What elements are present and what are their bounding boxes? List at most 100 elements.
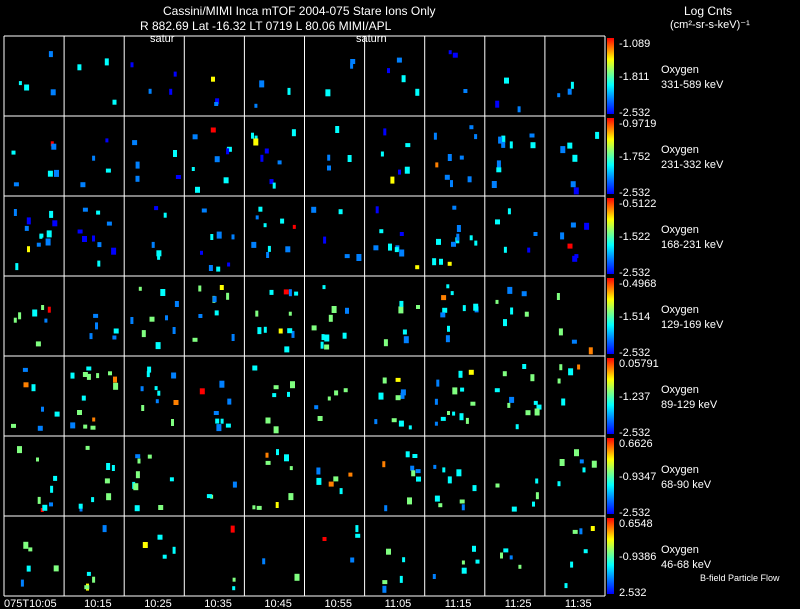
count-pixel (35, 341, 41, 347)
count-pixel (444, 174, 450, 180)
count-pixel (267, 245, 271, 252)
count-pixel (130, 317, 134, 324)
count-pixel (13, 182, 19, 187)
colorbar (607, 518, 614, 594)
count-pixel (20, 579, 24, 587)
count-pixel (511, 506, 517, 512)
count-pixel (387, 68, 390, 74)
count-pixel (510, 307, 514, 315)
count-pixel (130, 62, 134, 68)
count-pixel (446, 284, 450, 289)
count-pixel (91, 497, 95, 503)
count-pixel (95, 322, 98, 330)
count-pixel (451, 241, 456, 247)
count-pixel (47, 306, 51, 313)
count-pixel (374, 419, 378, 425)
count-pixel (276, 449, 279, 456)
count-pixel (288, 311, 292, 316)
count-pixel (517, 106, 521, 113)
count-pixel (433, 132, 437, 140)
count-pixel (171, 372, 177, 379)
count-pixel (291, 129, 296, 137)
count-pixel (173, 400, 179, 405)
count-pixel (582, 467, 586, 473)
count-pixel (557, 378, 561, 384)
count-pixel (137, 458, 141, 464)
count-pixel (273, 385, 279, 390)
count-pixel (52, 220, 58, 227)
count-pixel (416, 305, 420, 309)
count-pixel (469, 125, 474, 130)
count-pixel (447, 261, 452, 266)
count-pixel (402, 557, 406, 563)
count-pixel (105, 168, 111, 173)
count-pixel (399, 249, 405, 257)
count-pixel (162, 554, 167, 559)
count-pixel (106, 463, 111, 470)
colorbar-mid-label: -1.752 (619, 151, 650, 163)
count-pixel (398, 169, 401, 175)
count-pixel (265, 417, 271, 424)
count-pixel (11, 150, 16, 155)
count-pixel (263, 326, 267, 333)
count-pixel (294, 291, 299, 296)
count-pixel (415, 265, 420, 270)
colorbar-max-label: -0.9719 (619, 118, 656, 130)
colorbar-max-label: 0.6626 (619, 438, 653, 450)
count-pixel (11, 423, 16, 428)
count-pixel (388, 243, 392, 251)
count-pixel (399, 232, 404, 236)
energy-range-label: 68-90 keV (661, 479, 712, 491)
count-pixel (321, 334, 325, 341)
count-pixel (97, 260, 101, 267)
saturn-label-1: satur (150, 33, 175, 45)
count-pixel (384, 505, 388, 512)
count-pixel (529, 133, 535, 138)
count-pixel (570, 561, 574, 568)
count-pixel (165, 315, 168, 321)
species-label: Oxygen (661, 464, 699, 476)
count-pixel (169, 477, 174, 482)
count-pixel (82, 372, 88, 377)
count-pixel (438, 503, 443, 508)
count-pixel (571, 339, 577, 344)
count-pixel (147, 366, 152, 373)
count-pixel (383, 339, 388, 347)
count-pixel (442, 467, 446, 473)
count-pixel (325, 89, 331, 97)
count-pixel (459, 155, 464, 160)
count-pixel (77, 64, 82, 71)
count-pixel (158, 505, 164, 510)
colorbar-min-label: -2.532 (619, 107, 650, 119)
count-pixel (498, 136, 503, 144)
count-pixel (54, 169, 59, 177)
count-pixel (524, 311, 529, 317)
count-pixel (314, 405, 319, 410)
count-pixel (560, 146, 566, 154)
count-pixel (288, 289, 292, 297)
count-pixel (24, 84, 30, 91)
count-pixel (262, 558, 266, 565)
count-pixel (141, 330, 146, 338)
species-label: Oxygen (661, 144, 699, 156)
count-pixel (253, 138, 259, 146)
time-tick-label: 11:25 (505, 598, 532, 609)
count-pixel (390, 176, 395, 184)
count-pixel (111, 465, 115, 471)
count-pixel (501, 135, 506, 143)
count-pixel (106, 493, 112, 501)
count-pixel (469, 235, 473, 241)
count-pixel (135, 454, 141, 459)
count-pixel (133, 483, 139, 491)
energy-range-label: 89-129 keV (661, 399, 718, 411)
count-pixel (439, 258, 443, 265)
count-pixel (527, 247, 531, 253)
count-pixel (448, 50, 452, 55)
count-pixel (285, 246, 291, 253)
count-pixel (535, 492, 539, 500)
count-pixel (287, 328, 293, 334)
count-pixel (284, 454, 289, 462)
count-pixel (27, 246, 30, 253)
count-pixel (400, 392, 405, 399)
count-pixel (396, 57, 402, 63)
